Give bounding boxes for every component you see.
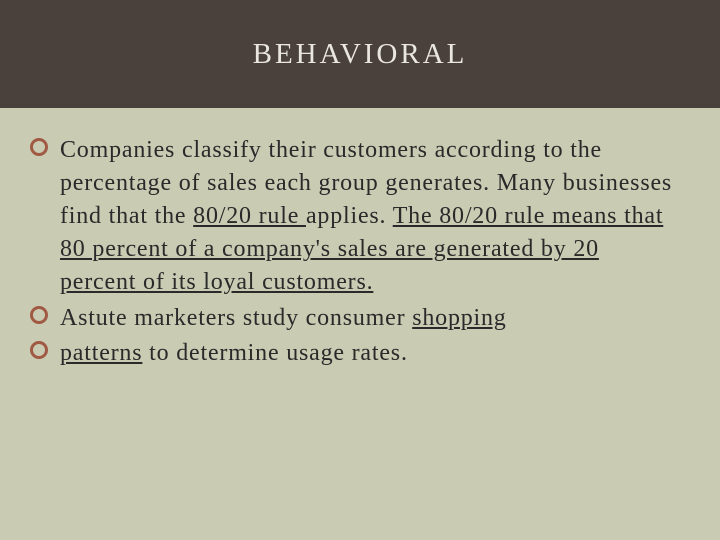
- slide-title: BEHAVIORAL: [253, 38, 468, 71]
- bullet-item: Astute marketers study consumer shopping: [60, 302, 680, 335]
- bullet-ring-icon: [30, 138, 48, 156]
- bullet-text: to determine usage rates.: [142, 340, 407, 366]
- bullet-text-underline: 80/20 rule: [193, 203, 306, 229]
- bullet-text-underline: patterns: [60, 340, 142, 366]
- slide-body: Companies classify their customers accor…: [0, 108, 720, 392]
- bullet-ring-icon: [30, 306, 48, 324]
- bullet-item: patterns to determine usage rates.: [60, 337, 680, 370]
- slide-header: BEHAVIORAL: [0, 0, 720, 108]
- bullet-text-underline: shopping: [412, 305, 506, 331]
- bullet-ring-icon: [30, 341, 48, 359]
- bullet-text: Astute marketers study consumer: [60, 305, 412, 331]
- bullet-item: Companies classify their customers accor…: [60, 134, 680, 300]
- bullet-text: applies.: [306, 203, 393, 229]
